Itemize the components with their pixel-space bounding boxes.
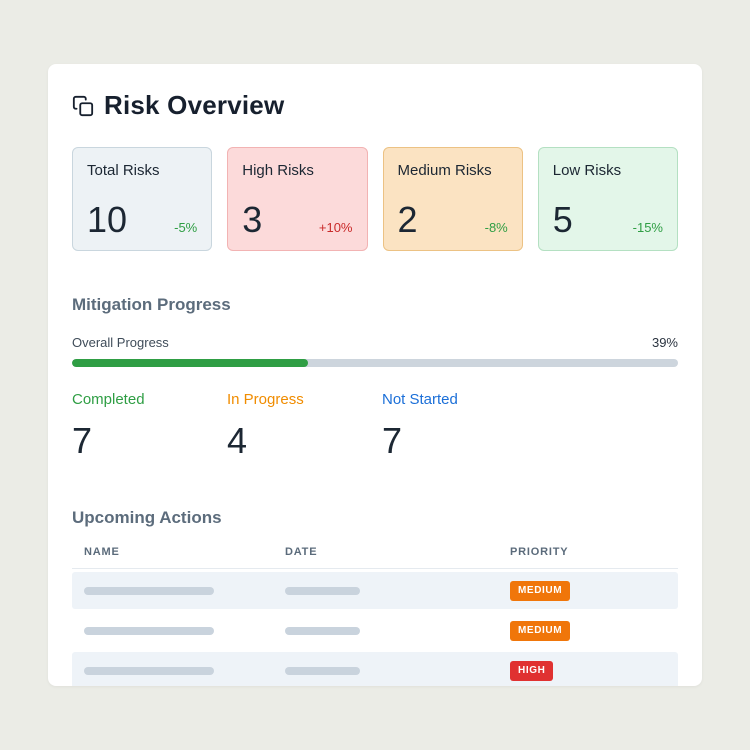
stat-card-total-risks: Total Risks 10 -5% [72,147,213,251]
stat-delta: +10% [318,220,353,235]
stat-card-high-risks: High Risks 3 +10% [227,147,368,251]
section-title-upcoming-actions: Upcoming Actions [72,508,222,527]
stat-label: Low Risks [552,162,622,179]
mitigation-stat-label: In Progress [227,391,304,408]
stat-delta: -5% [174,220,198,235]
date-placeholder [285,666,360,675]
stat-label: Total Risks [87,162,160,179]
mitigation-stat-in-progress: In Progress 4 [227,391,382,462]
mitigation-stat-value: 7 [382,420,403,461]
date-placeholder [285,586,360,595]
name-placeholder [84,586,214,595]
name-placeholder [84,626,214,635]
stat-delta: -8% [484,220,508,235]
table-header-row: NAME DATE PRIORITY [72,546,678,569]
priority-badge: MEDIUM [510,581,571,601]
stat-value: 5 [552,199,573,240]
stat-value: 2 [397,199,418,240]
name-placeholder [84,666,214,675]
mitigation-stat-value: 7 [72,420,93,461]
priority-badge: HIGH [510,661,554,681]
mitigation-stat-label: Completed [72,391,145,408]
table-row[interactable]: MEDIUM [72,612,678,649]
upcoming-actions-section: Upcoming Actions NAME DATE PRIORITY MEDI… [72,508,678,686]
mitigation-stat-completed: Completed 7 [72,391,227,462]
progress-fill [72,359,309,367]
stat-value: 3 [242,199,263,240]
page-title: Risk Overview [104,90,285,120]
section-title-mitigation: Mitigation Progress [72,295,231,314]
copy-icon [72,95,94,117]
progress-bar-track [72,359,678,367]
mitigation-progress-section: Mitigation Progress Overall Progress 39%… [72,295,678,462]
stat-card-low-risks: Low Risks 5 -15% [537,147,678,251]
stat-cards: Total Risks 10 -5% High Risks 3 +10% Med… [72,147,678,251]
risk-overview-card: Risk Overview Total Risks 10 -5% High Ri… [48,64,702,686]
header: Risk Overview [72,90,678,121]
mitigation-stat-not-started: Not Started 7 [382,391,678,462]
priority-badge: MEDIUM [510,621,571,641]
date-placeholder [285,626,360,635]
column-header-date: DATE [285,546,318,558]
overall-progress-percent: 39% [651,335,678,350]
column-header-priority: PRIORITY [510,546,569,558]
mitigation-stat-label: Not Started [382,391,458,408]
stat-label: High Risks [242,162,314,179]
table-row[interactable]: MEDIUM [72,572,678,609]
table-row[interactable]: HIGH [72,652,678,686]
overall-progress-label: Overall Progress [72,335,169,350]
mitigation-stats: Completed 7 In Progress 4 Not Started 7 [72,391,678,462]
stat-value: 10 [87,199,128,240]
column-header-name: NAME [84,546,120,558]
stat-card-medium-risks: Medium Risks 2 -8% [382,147,523,251]
stat-label: Medium Risks [397,162,492,179]
mitigation-stat-value: 4 [227,420,248,461]
stat-delta: -15% [632,220,663,235]
